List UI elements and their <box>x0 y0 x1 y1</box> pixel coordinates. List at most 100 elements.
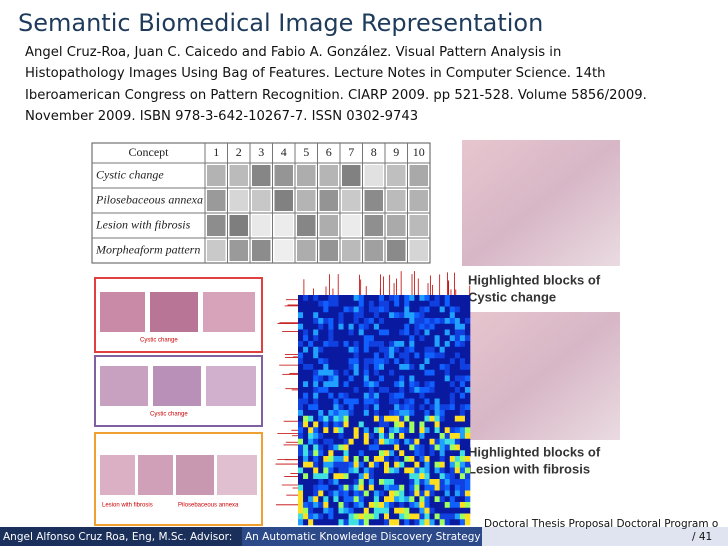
heatmap-cell <box>373 398 380 405</box>
heatmap-cell <box>384 444 390 451</box>
heatmap-cell <box>459 364 466 371</box>
heatmap-cell <box>303 295 309 302</box>
heatmap-cell <box>358 467 365 474</box>
heatmap-cell <box>434 398 440 405</box>
heatmap-cell <box>439 352 446 359</box>
heatmap-cell <box>378 479 385 486</box>
heatmap-cell <box>343 519 349 526</box>
heatmap-cell <box>444 369 451 376</box>
heatmap-cell <box>444 341 451 348</box>
heatmap-cell <box>404 375 410 382</box>
heatmap-cell <box>419 346 425 353</box>
heatmap-cell <box>414 484 420 491</box>
heatmap-cell <box>363 306 370 313</box>
heatmap-cell <box>409 456 415 463</box>
heatmap-cell <box>318 438 324 445</box>
heatmap-cell <box>313 341 319 348</box>
heatmap-cell <box>318 341 324 348</box>
heatmap-cell <box>394 484 400 491</box>
heatmap-cell <box>394 318 400 325</box>
heatmap-cell <box>459 300 466 307</box>
heatmap-cell <box>333 387 339 394</box>
heatmap-cell <box>444 318 451 325</box>
heatmap-cell <box>404 415 410 422</box>
heatmap-cell <box>298 312 304 319</box>
heatmap-cell <box>389 444 395 451</box>
heatmap-cell <box>454 507 461 514</box>
heatmap-cell <box>323 375 329 382</box>
heatmap-cell <box>424 519 430 526</box>
heatmap-cell <box>333 467 339 474</box>
heatmap-cell <box>318 300 324 307</box>
heatmap-cell <box>323 387 329 394</box>
heatmap-cell <box>348 513 354 520</box>
heatmap-cell <box>318 427 324 434</box>
heatmap-cell <box>368 415 375 422</box>
heatmap-cell <box>394 456 400 463</box>
heatmap-cell <box>434 438 440 445</box>
heatmap-cell <box>373 444 380 451</box>
heatmap-cell <box>444 473 451 480</box>
heatmap-cell <box>373 318 380 325</box>
heatmap-cell <box>384 479 390 486</box>
heatmap-cell <box>419 335 425 342</box>
footer-info-bar <box>482 527 728 546</box>
heatmap-cell <box>389 450 395 457</box>
heatmap-cell <box>394 329 400 336</box>
table-row-label: Morpheaform pattern <box>95 242 200 256</box>
heatmap-cell <box>404 387 410 394</box>
heatmap-cell <box>328 467 334 474</box>
heatmap-cell <box>409 427 415 434</box>
heatmap-cell <box>308 352 314 359</box>
heatmap-cell <box>303 312 309 319</box>
heatmap-cell <box>459 404 466 411</box>
heatmap-cell <box>444 519 451 526</box>
heatmap-cell <box>464 358 471 365</box>
heatmap-cell <box>384 369 390 376</box>
heatmap-cell <box>338 392 344 399</box>
heatmap-cell <box>368 335 375 342</box>
heatmap-cell <box>323 300 329 307</box>
heatmap-cell <box>399 341 405 348</box>
heatmap-cell <box>303 398 309 405</box>
heatmap-cell <box>368 456 375 463</box>
heatmap-cell <box>414 444 420 451</box>
heatmap-cell <box>298 444 304 451</box>
heatmap-cell <box>343 461 349 468</box>
heatmap-cell <box>363 329 370 336</box>
heatmap-cell <box>303 369 309 376</box>
heatmap-cell <box>313 369 319 376</box>
heatmap-cell <box>363 300 370 307</box>
heatmap-cell <box>434 513 440 520</box>
heatmap-cell <box>328 507 334 514</box>
heatmap-cell <box>419 444 425 451</box>
heatmap-cell <box>424 300 430 307</box>
heatmap-cell <box>414 427 420 434</box>
heatmap-cell <box>313 438 319 445</box>
heatmap-cell <box>348 364 354 371</box>
heatmap-cell <box>378 438 385 445</box>
image-caption: Highlighted blocks of <box>468 272 601 287</box>
heatmap-cell <box>303 433 309 440</box>
heatmap-cell <box>414 364 420 371</box>
heatmap-cell <box>429 312 435 319</box>
heatmap-cell <box>409 410 415 417</box>
heatmap-cell <box>409 507 415 514</box>
heatmap-cell <box>298 513 304 520</box>
heatmap-cell <box>404 329 410 336</box>
visual-word <box>319 215 338 236</box>
heatmap-cell <box>368 369 375 376</box>
heatmap-cell <box>414 456 420 463</box>
heatmap-cell <box>313 375 319 382</box>
heatmap-cell <box>439 318 446 325</box>
heatmap-cell <box>419 519 425 526</box>
heatmap-cell <box>328 404 334 411</box>
heatmap-cell <box>459 490 466 497</box>
heatmap-cell <box>358 318 365 325</box>
heatmap-cell <box>333 456 339 463</box>
heatmap-cell <box>404 392 410 399</box>
heatmap-cell <box>298 427 304 434</box>
heatmap-cell <box>343 312 349 319</box>
heatmap-cell <box>384 352 390 359</box>
heatmap-cell <box>373 346 380 353</box>
